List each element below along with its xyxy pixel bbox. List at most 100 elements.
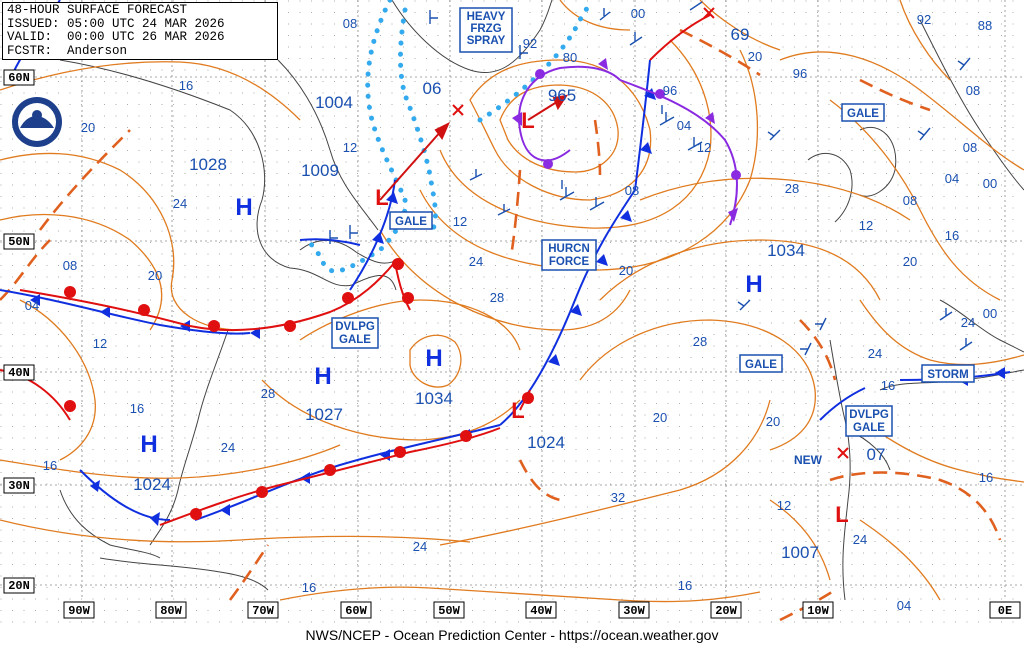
high-value: 1028 [189, 155, 227, 174]
isobar-labels: 08 04 12 16 20 24 16 20 16 24 28 24 28 3… [25, 6, 997, 613]
low-value: 1024 [527, 433, 565, 452]
lon-label: 70W [252, 604, 274, 618]
isobar-label: 16 [130, 401, 144, 416]
warning-dvlpg-gale: DVLPG GALE [849, 409, 889, 434]
header-valid: VALID: 00:00 UTC 26 MAR 2026 [7, 30, 225, 44]
isobar-label: 28 [785, 181, 799, 196]
forecast-header: 48-HOUR SURFACE FORECAST ISSUED: 05:00 U… [2, 2, 278, 60]
lon-label: 20W [715, 604, 737, 618]
isobar-label: 00 [631, 6, 645, 21]
isobar-label: 96 [663, 83, 677, 98]
header-issued: ISSUED: 05:00 UTC 24 MAR 2026 [7, 16, 225, 31]
isobar-label: 28 [693, 334, 707, 349]
low-tracks [379, 94, 569, 201]
isobar-label: 28 [261, 386, 275, 401]
isobar-label: 08 [63, 258, 77, 273]
low-symbol: L [521, 108, 534, 133]
lon-label: 40W [530, 604, 552, 618]
isobar-label: 12 [93, 336, 107, 351]
warning-storm: STORM [927, 369, 968, 381]
isobar-label: 16 [43, 458, 57, 473]
low-symbol: L [375, 185, 388, 210]
isobar-label: 16 [945, 228, 959, 243]
lon-label: 0E [998, 604, 1012, 618]
warning-heavy-frzg-spray: HEAVY FRZG SPRAY [467, 11, 506, 47]
warning-dvlpg-gale: DVLPG GALE [335, 321, 375, 346]
lon-label: 60W [345, 604, 367, 618]
longitude-labels: 90W 80W 70W 60W 50W 40W 30W 20W 10W 0E [63, 601, 1021, 619]
isobar-label: 96 [793, 66, 807, 81]
troughs [0, 28, 1002, 622]
isobar-label: 32 [611, 490, 625, 505]
latitude-labels: 60N 50N 40N 30N 20N [3, 69, 35, 594]
isobar-label: 04 [897, 598, 911, 613]
isobar-label: 24 [221, 440, 235, 455]
small-value: 69 [731, 25, 750, 44]
isobar-label: 04 [677, 118, 691, 133]
isobar-label: 08 [625, 183, 639, 198]
isobar-label: 20 [748, 49, 762, 64]
low-value: 965 [548, 86, 576, 105]
warning-gale: GALE [395, 216, 427, 228]
high-centers: H 1028 H 1027 H 1034 H 1024 H 1034 [133, 155, 805, 494]
isobar-label: 04 [25, 298, 39, 313]
isobar-label: 24 [853, 532, 867, 547]
isobar-label: 20 [653, 410, 667, 425]
isobar-label: 24 [413, 539, 427, 554]
ice-edge [302, 0, 595, 274]
isobar-label: 16 [881, 378, 895, 393]
low-centers: L 1004 1009 L 965 L 1024 L 1007 06 69 07 [301, 25, 885, 562]
low-position-markers [452, 7, 849, 459]
isobar-label: 12 [697, 140, 711, 155]
graticule [0, 0, 1024, 600]
low-value: 1004 [315, 93, 353, 112]
isobar-label: 88 [978, 18, 992, 33]
low-value: 1009 [301, 161, 339, 180]
low-symbol: L [511, 398, 524, 423]
isobar-label: 24 [469, 254, 483, 269]
isobar-label: 16 [302, 580, 316, 595]
lon-label: 50W [438, 604, 460, 618]
high-value: 1034 [767, 241, 805, 260]
isobar-label: 12 [343, 140, 357, 155]
header-title: 48-HOUR SURFACE FORECAST [7, 3, 188, 17]
low-value: 1007 [781, 543, 819, 562]
wind-barbs [329, 1, 973, 356]
warning-hurcn-force: HURCN FORCE [548, 243, 590, 268]
isobar-label: 04 [945, 171, 959, 186]
isobar-label: 00 [983, 176, 997, 191]
isobar-label: 08 [903, 193, 917, 208]
high-symbol: H [314, 363, 331, 390]
isobar-label: 12 [453, 214, 467, 229]
noaa-logo-icon [12, 97, 62, 147]
lon-label: 10W [807, 604, 829, 618]
isobar-label: 16 [678, 578, 692, 593]
new-label: NEW [794, 453, 823, 467]
high-value: 1034 [415, 389, 453, 408]
isobars [0, 0, 1024, 603]
coastlines [59, 0, 1024, 601]
high-value: 1024 [133, 475, 171, 494]
warning-labels: HEAVY FRZG SPRAY GALE GALE HURCN FORCE DVLP… [331, 7, 975, 467]
isobar-label: 28 [490, 290, 504, 305]
warning-gale: GALE [745, 359, 777, 371]
isobar-label: 20 [81, 120, 95, 135]
isobar-label: 20 [619, 263, 633, 278]
small-value: 07 [867, 445, 886, 464]
isobar-label: 20 [148, 268, 162, 283]
occluded-fronts [518, 65, 738, 226]
lat-label: 60N [8, 71, 30, 85]
isobar-label: 16 [179, 78, 193, 93]
high-symbol: H [425, 345, 442, 372]
isobar-label: 92 [917, 12, 931, 27]
isobar-label: 16 [979, 470, 993, 485]
high-symbol: H [140, 431, 157, 458]
isobar-label: 80 [563, 50, 577, 65]
isobar-label: 20 [766, 414, 780, 429]
isobar-label: 24 [961, 315, 975, 330]
header-forecaster: FCSTR: Anderson [7, 43, 128, 58]
lat-label: 20N [8, 579, 30, 593]
isobar-label: 20 [903, 254, 917, 269]
low-symbol: L [835, 502, 848, 527]
